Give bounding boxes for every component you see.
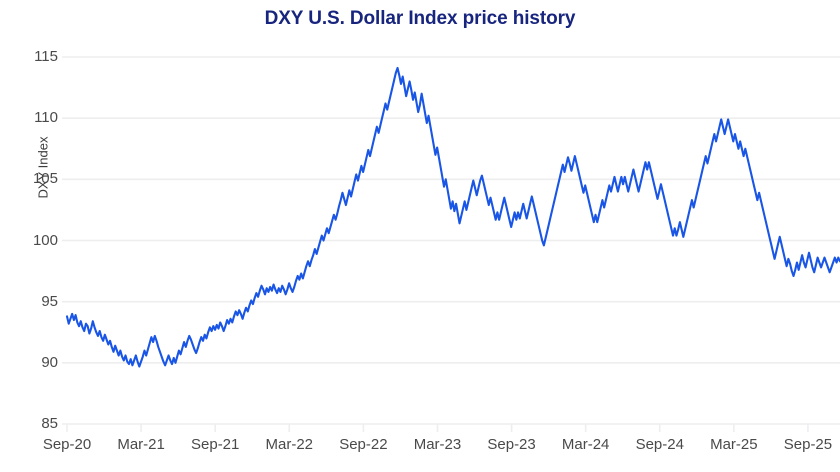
y-tick-label: 95 — [41, 292, 58, 310]
y-tick-label: 90 — [41, 353, 58, 371]
x-axis-ticks — [66, 424, 809, 432]
x-tick-label: Sep-24 — [635, 436, 684, 453]
x-tick-label: Mar-22 — [265, 436, 314, 453]
x-tick-label: Sep-25 — [783, 436, 833, 453]
x-tick-label: Sep-21 — [191, 436, 240, 453]
x-tick-label: Mar-25 — [710, 436, 758, 453]
y-tick-label: 115 — [34, 48, 58, 65]
y-tick-label: 100 — [32, 231, 58, 249]
y-tick-label: 110 — [34, 109, 58, 127]
y-tick-label: 105 — [32, 170, 58, 188]
gridlines — [62, 56, 840, 425]
y-axis-tick-labels: 85 90 95 100 105 110 115 — [8, 0, 58, 472]
y-tick-label: 85 — [41, 415, 58, 432]
chart-title: DXY U.S. Dollar Index price history — [264, 8, 576, 29]
x-tick-label: Mar-21 — [117, 436, 165, 453]
x-tick-label: Sep-22 — [339, 436, 388, 453]
x-tick-label: Sep-23 — [487, 436, 536, 453]
x-tick-label: Sep-20 — [42, 436, 92, 453]
data-series-line — [65, 66, 840, 368]
x-tick-label: Mar-24 — [561, 436, 610, 453]
x-tick-label: Mar-23 — [413, 436, 462, 453]
